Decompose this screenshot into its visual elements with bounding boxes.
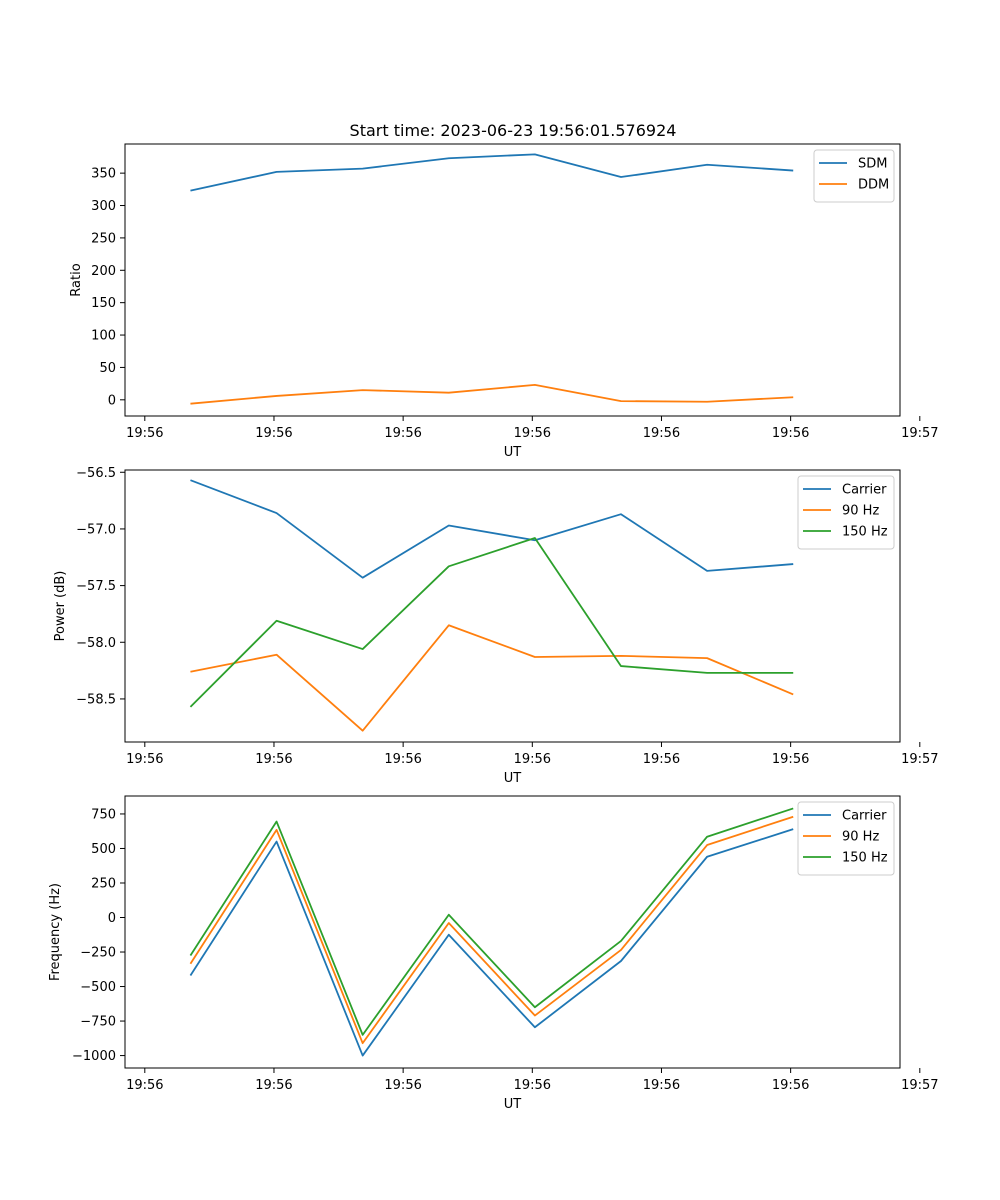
x-tick-label: 19:56 — [126, 426, 163, 441]
legend-label: 150 Hz — [842, 525, 888, 540]
series-line-90-hz — [190, 624, 794, 732]
x-tick-label: 19:56 — [643, 1078, 680, 1093]
series-line-90-hz — [189, 815, 794, 1045]
y-tick-label: −58.5 — [76, 692, 116, 707]
x-tick-label: 19:56 — [384, 752, 421, 767]
x-tick-label: 19:56 — [514, 1078, 551, 1093]
x-tick-label: 19:56 — [643, 752, 680, 767]
y-tick-label: 500 — [91, 842, 116, 857]
x-axis-label: UT — [504, 1097, 522, 1112]
series-line-sdm — [190, 153, 794, 192]
series-line-150-hz — [189, 537, 794, 708]
legend-label: 90 Hz — [842, 504, 879, 519]
axes-frame — [124, 795, 901, 1069]
x-tick-label: 19:56 — [384, 1078, 421, 1093]
y-tick-label: 350 — [91, 167, 116, 182]
legend-label: 150 Hz — [842, 851, 888, 866]
y-tick-label: 50 — [99, 361, 116, 376]
x-axis-label: UT — [504, 771, 522, 786]
series-line-ddm — [190, 384, 794, 405]
x-tick-label: 19:56 — [255, 752, 292, 767]
x-tick-label: 19:56 — [514, 426, 551, 441]
x-tick-label: 19:57 — [901, 426, 938, 441]
y-tick-label: −1000 — [72, 1049, 116, 1064]
series-line-carrier — [189, 828, 794, 1057]
y-tick-label: −250 — [80, 946, 116, 961]
series-line-carrier — [190, 479, 794, 579]
y-tick-label: 0 — [108, 393, 116, 408]
y-tick-label: 750 — [91, 807, 116, 822]
legend-label: Carrier — [842, 483, 887, 498]
x-tick-label: 19:57 — [901, 1078, 938, 1093]
y-axis-label: Frequency (Hz) — [48, 883, 63, 981]
x-tick-label: 19:56 — [126, 752, 163, 767]
legend: Carrier 90 Hz 150 Hz — [797, 475, 895, 550]
y-tick-label: −58.0 — [76, 636, 116, 651]
y-tick-label: 0 — [108, 911, 116, 926]
y-tick-label: 100 — [91, 329, 116, 344]
y-tick-label: −57.5 — [76, 579, 116, 594]
x-tick-label: 19:56 — [126, 1078, 163, 1093]
legend-label: DDM — [858, 178, 889, 193]
chart-panel-2: 19:56 19:56 19:56 19:56 19:56 19:56 19:57 −58.5… — [53, 466, 939, 786]
axes-frame — [124, 469, 901, 743]
y-tick-label: 250 — [91, 231, 116, 246]
axes-frame — [124, 143, 901, 417]
x-tick-label: 19:56 — [514, 752, 551, 767]
legend: Carrier 90 Hz 150 Hz — [797, 801, 895, 876]
y-tick-label: −750 — [80, 1015, 116, 1030]
y-tick-label: 150 — [91, 296, 116, 311]
legend: SDM DDM — [813, 149, 895, 203]
y-tick-label: −500 — [80, 980, 116, 995]
figure-title: Start time: 2023-06-23 19:56:01.576924 — [350, 121, 677, 140]
y-tick-label: 300 — [91, 199, 116, 214]
legend-label: Carrier — [842, 809, 887, 824]
x-axis-label: UT — [504, 445, 522, 460]
chart-panel-1: 19:56 19:56 19:56 19:56 19:56 19:56 19:57 0 50 10… — [69, 143, 939, 460]
y-tick-label: 250 — [91, 876, 116, 891]
legend-label: 90 Hz — [842, 830, 879, 845]
y-tick-label: −56.5 — [76, 466, 116, 481]
legend-label: SDM — [858, 157, 887, 172]
x-tick-label: 19:56 — [772, 752, 809, 767]
chart-panel-3: 19:56 19:56 19:56 19:56 19:56 19:56 19:57 −1000… — [48, 795, 939, 1112]
x-tick-label: 19:56 — [384, 426, 421, 441]
x-tick-label: 19:56 — [255, 426, 292, 441]
y-tick-label: −57.0 — [76, 522, 116, 537]
chart-panels: 19:56 19:56 19:56 19:56 19:56 19:56 19:57 0 50 10… — [48, 143, 939, 1112]
x-tick-label: 19:56 — [772, 426, 809, 441]
x-tick-label: 19:56 — [643, 426, 680, 441]
x-tick-label: 19:57 — [901, 752, 938, 767]
y-tick-label: 200 — [91, 264, 116, 279]
y-axis-label: Power (dB) — [53, 571, 68, 642]
series-line-150-hz — [189, 807, 794, 1036]
x-tick-label: 19:56 — [255, 1078, 292, 1093]
x-tick-label: 19:56 — [772, 1078, 809, 1093]
y-axis-label: Ratio — [69, 263, 84, 296]
